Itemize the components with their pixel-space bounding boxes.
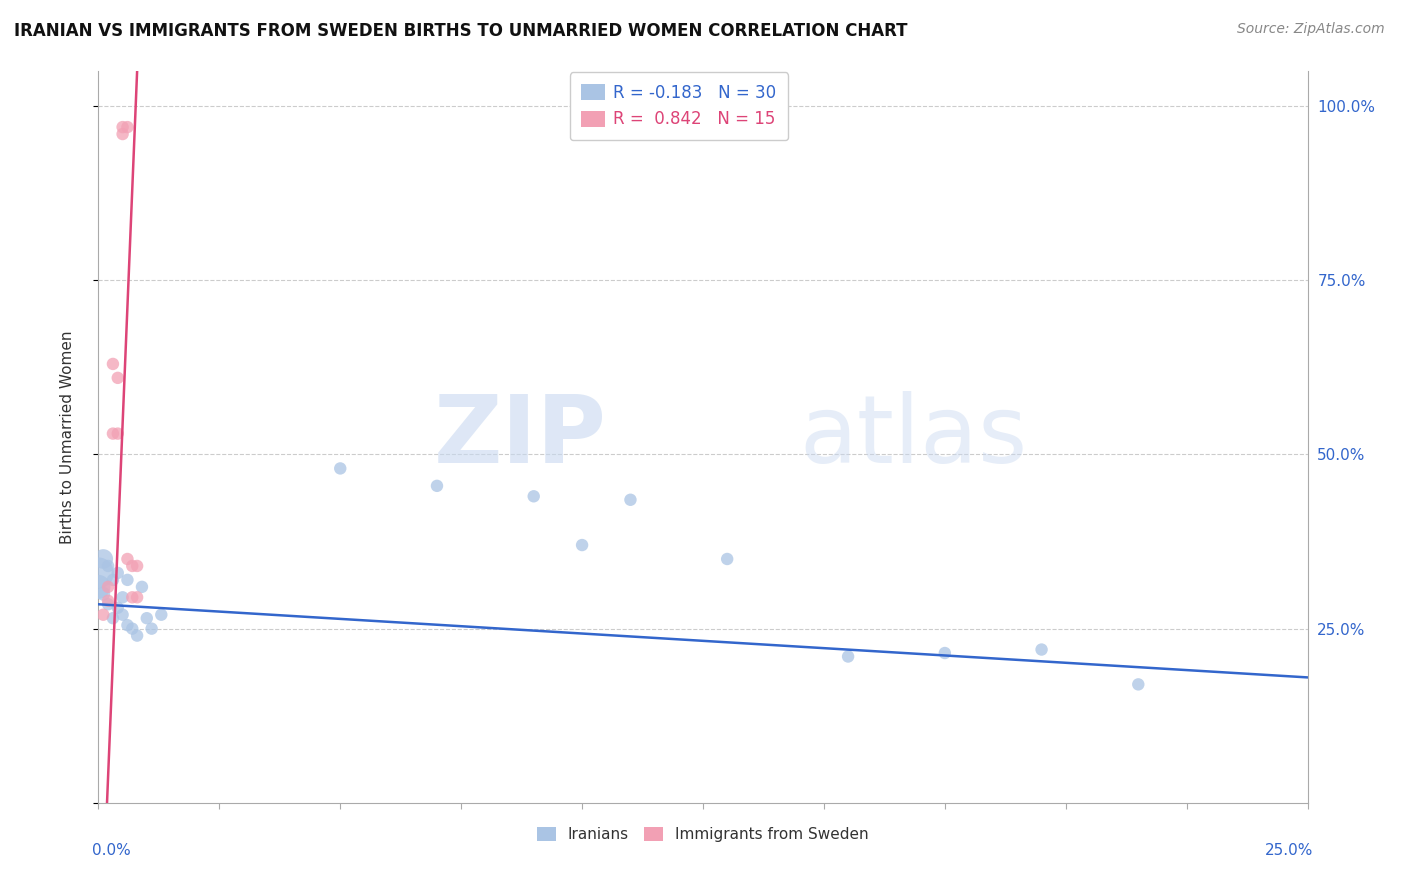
Point bbox=[934, 646, 956, 660]
Point bbox=[117, 573, 139, 587]
Point bbox=[91, 552, 114, 566]
Point bbox=[150, 607, 173, 622]
Point bbox=[101, 357, 124, 371]
Text: IRANIAN VS IMMIGRANTS FROM SWEDEN BIRTHS TO UNMARRIED WOMEN CORRELATION CHART: IRANIAN VS IMMIGRANTS FROM SWEDEN BIRTHS… bbox=[14, 22, 907, 40]
Point bbox=[121, 591, 143, 605]
Point bbox=[127, 591, 149, 605]
Point bbox=[107, 566, 129, 580]
Y-axis label: Births to Unmarried Women: Births to Unmarried Women bbox=[60, 330, 75, 544]
Point bbox=[101, 426, 124, 441]
Point bbox=[107, 371, 129, 385]
Point bbox=[111, 591, 134, 605]
Point bbox=[135, 611, 157, 625]
Point bbox=[87, 566, 110, 580]
Point bbox=[111, 120, 134, 134]
Point bbox=[141, 622, 163, 636]
Point bbox=[121, 558, 143, 573]
Point bbox=[87, 580, 110, 594]
Text: 0.0%: 0.0% bbox=[93, 843, 131, 858]
Point bbox=[1128, 677, 1150, 691]
Point bbox=[97, 580, 120, 594]
Point bbox=[837, 649, 859, 664]
Point bbox=[101, 611, 124, 625]
Point bbox=[571, 538, 593, 552]
Point bbox=[97, 558, 120, 573]
Text: 25.0%: 25.0% bbox=[1265, 843, 1313, 858]
Point bbox=[127, 629, 149, 643]
Point bbox=[111, 607, 134, 622]
Point bbox=[97, 594, 120, 608]
Point bbox=[97, 597, 120, 611]
Point bbox=[117, 552, 139, 566]
Point bbox=[101, 573, 124, 587]
Point bbox=[107, 600, 129, 615]
Point bbox=[117, 618, 139, 632]
Legend: Iranians, Immigrants from Sweden: Iranians, Immigrants from Sweden bbox=[530, 820, 876, 850]
Point bbox=[131, 580, 153, 594]
Point bbox=[107, 426, 129, 441]
Point bbox=[117, 120, 139, 134]
Point bbox=[121, 622, 143, 636]
Text: ZIP: ZIP bbox=[433, 391, 606, 483]
Point bbox=[523, 489, 546, 503]
Point bbox=[329, 461, 352, 475]
Point bbox=[91, 587, 114, 601]
Point bbox=[127, 558, 149, 573]
Point bbox=[426, 479, 449, 493]
Text: Source: ZipAtlas.com: Source: ZipAtlas.com bbox=[1237, 22, 1385, 37]
Point bbox=[91, 607, 114, 622]
Point bbox=[111, 127, 134, 141]
Point bbox=[716, 552, 738, 566]
Point bbox=[1031, 642, 1053, 657]
Text: atlas: atlas bbox=[800, 391, 1028, 483]
Point bbox=[619, 492, 641, 507]
